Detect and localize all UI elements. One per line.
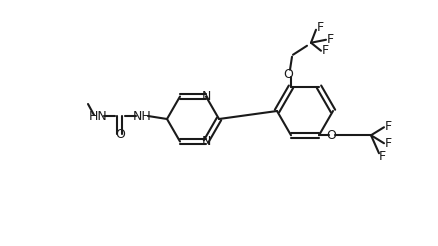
Text: O: O	[283, 68, 292, 81]
Text: O: O	[325, 129, 335, 142]
Text: O: O	[115, 127, 125, 140]
Text: F: F	[378, 150, 385, 163]
Text: F: F	[384, 137, 391, 150]
Text: F: F	[316, 21, 323, 34]
Text: N: N	[201, 90, 210, 103]
Text: NH: NH	[132, 109, 151, 123]
Text: F: F	[326, 33, 333, 46]
Text: F: F	[384, 120, 391, 133]
Text: F: F	[321, 44, 328, 57]
Text: HN: HN	[88, 109, 107, 123]
Text: N: N	[201, 135, 210, 148]
